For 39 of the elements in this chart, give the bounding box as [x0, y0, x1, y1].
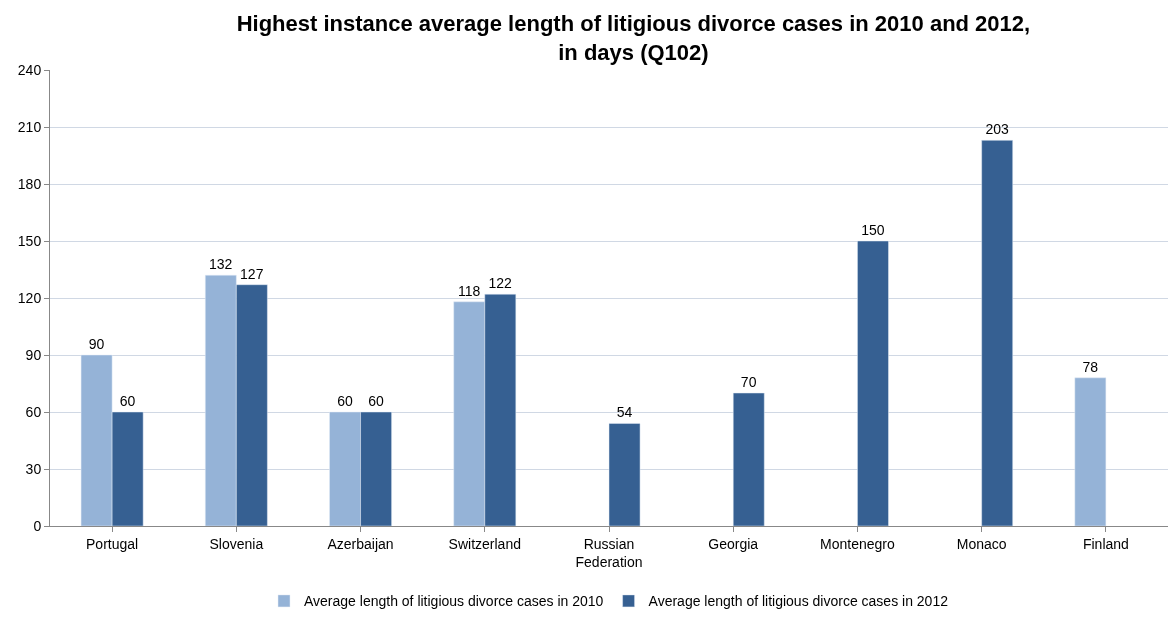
- bar: [608, 423, 641, 526]
- y-tick-label: 150: [17, 232, 42, 249]
- x-tick-label: Slovenia: [209, 535, 264, 552]
- y-tick-label: 90: [25, 346, 42, 363]
- y-tick-label: 240: [17, 61, 42, 78]
- y-tick-label: 210: [17, 118, 42, 135]
- x-tick-label: Russian Federation: [575, 535, 643, 570]
- y-tick-label: 120: [17, 289, 42, 306]
- y-tick-label: 60: [25, 403, 42, 420]
- bar: [1074, 377, 1107, 526]
- bar: [857, 240, 889, 526]
- data-label: 78: [1082, 358, 1099, 375]
- data-label: 150: [861, 222, 885, 238]
- bar: [732, 392, 765, 526]
- data-label: 203: [985, 121, 1009, 138]
- data-label: 90: [88, 336, 105, 352]
- data-label: 54: [616, 404, 633, 421]
- data-label: 60: [119, 393, 136, 409]
- x-tick-label: Portugal: [86, 535, 139, 552]
- data-label: 60: [368, 393, 384, 409]
- legend-label: Average length of litigious divorce cases in 2010: [304, 593, 604, 610]
- y-tick-label: 30: [25, 460, 42, 477]
- x-tick-label: Finland: [1082, 535, 1129, 552]
- data-label: 132: [209, 256, 233, 273]
- data-label: 60: [337, 393, 353, 409]
- x-tick-label: Georgia: [708, 535, 759, 552]
- data-label: 70: [740, 374, 757, 390]
- data-label: 122: [488, 275, 513, 292]
- y-tick-label: 180: [17, 175, 42, 192]
- data-label: 118: [457, 282, 481, 299]
- x-tick-label: Monaco: [956, 535, 1007, 552]
- x-tick-label: Switzerland: [448, 535, 521, 552]
- legend-label: Average length of litigious divorce cases in 2012: [648, 593, 949, 610]
- y-tick-label: 0: [33, 517, 42, 534]
- chart-title: Highest instance average length of litigious divorce cases in 2010 and 2012, in days (Q102): [236, 11, 1031, 65]
- bar: [981, 140, 1013, 526]
- data-label: 127: [240, 265, 264, 282]
- x-tick-label: Azerbaijan: [327, 535, 394, 552]
- x-tick-label: Montenegro: [820, 535, 896, 552]
